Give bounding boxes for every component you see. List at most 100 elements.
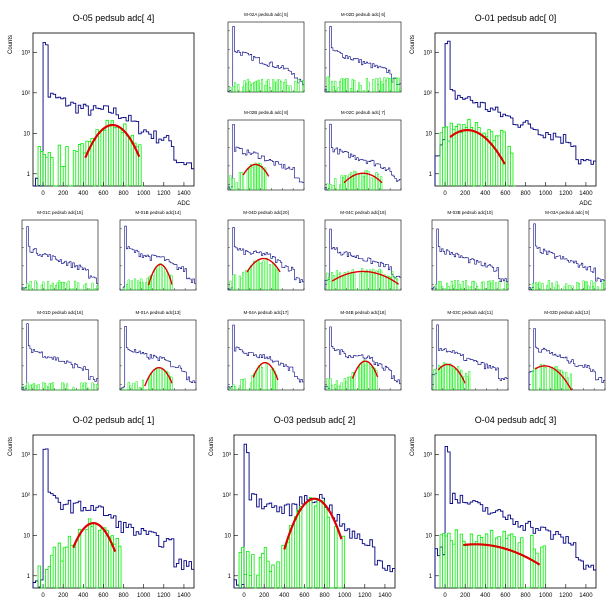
total-histogram xyxy=(528,223,605,290)
x-tick-label: 400 xyxy=(78,191,89,197)
total-histogram xyxy=(227,324,304,390)
x-tick-label: 1200 xyxy=(559,191,573,197)
x-tick-label: 200 xyxy=(259,593,270,599)
panel-o-05: O-05 pedsub adc[ 4] 0 200 400 600 800 1000 1200… xyxy=(8,13,195,207)
total-histogram xyxy=(324,228,401,290)
gaussian-fit-curve xyxy=(343,172,383,184)
panel-m-02a: M-02A pedsub adc[ 5] xyxy=(227,12,305,93)
panel-title: M-02C pedsub adc[ 7] xyxy=(341,110,385,115)
selected-histogram xyxy=(37,518,124,589)
x-tick-label: 400 xyxy=(480,191,491,197)
y-tick-label: 1 xyxy=(27,172,31,178)
panel-m-01a: M-01A pedsub adc[13] xyxy=(119,310,197,391)
selected-histogram xyxy=(433,362,471,391)
x-tick-label: 400 xyxy=(78,593,89,599)
x-tick-label: 800 xyxy=(119,191,130,197)
panel-title: M-03A pedsub adc[ 9] xyxy=(545,210,589,215)
panel-m-03b: M-03B pedsub adc[10] xyxy=(431,210,509,291)
gaussian-fit-curve xyxy=(449,129,506,165)
x-tick-label: 1000 xyxy=(539,191,553,197)
x-tick-label: 800 xyxy=(119,593,130,599)
panel-m-04d: M-04D pedsub adc[20] xyxy=(227,210,305,291)
panel-m-03c: M-03C pedsub adc[11] xyxy=(431,310,509,391)
panel-title: O-05 pedsub adc[ 4] xyxy=(73,13,155,23)
x-axis-label: ADC xyxy=(579,201,592,207)
x-tick-label: 1000 xyxy=(539,593,553,599)
y-axis-label: Counts xyxy=(8,35,14,54)
panel-o-03: O-03 pedsub adc[ 2] 0 200 400 600 800 1000 1200… xyxy=(209,415,396,599)
plot-frame xyxy=(324,21,402,93)
total-histogram xyxy=(434,40,596,186)
y-tick-label: 10² xyxy=(21,493,30,499)
selected-histogram xyxy=(229,78,305,93)
y-tick-label: 1 xyxy=(228,574,232,580)
y-tick-label: 10³ xyxy=(222,452,231,458)
x-tick-label: 800 xyxy=(521,593,532,599)
y-axis-label: Counts xyxy=(410,35,416,54)
gaussian-fit-curve xyxy=(437,363,466,384)
selected-histogram xyxy=(23,280,99,291)
y-tick-label: 10³ xyxy=(21,452,30,458)
x-tick-label: 0 xyxy=(443,593,447,599)
total-histogram xyxy=(324,326,401,390)
total-histogram xyxy=(119,325,196,390)
gaussian-fit-curve xyxy=(463,543,541,566)
panel-title: O-02 pedsub adc[ 1] xyxy=(73,415,155,425)
panel-title: M-02A pedsub adc[ 5] xyxy=(244,12,288,17)
x-tick-label: 1200 xyxy=(358,593,372,599)
x-tick-label: 1400 xyxy=(177,593,191,599)
panel-m-02b: M-02B pedsub adc[ 8] xyxy=(227,110,305,191)
x-tick-label: 600 xyxy=(500,593,511,599)
plot-frame xyxy=(528,219,606,291)
total-histogram xyxy=(227,227,304,291)
y-tick-label: 10² xyxy=(423,91,432,97)
panel-o-04: O-04 pedsub adc[ 3] 0 200 400 600 800 1000 1200… xyxy=(410,415,597,599)
total-histogram xyxy=(324,123,401,191)
x-tick-label: 1400 xyxy=(579,191,593,197)
panel-title: M-03B pedsub adc[10] xyxy=(447,210,492,215)
panel-title: M-01D pedsub adc[16] xyxy=(37,310,83,315)
panel-title: O-03 pedsub adc[ 2] xyxy=(274,415,356,425)
x-tick-label: 0 xyxy=(443,191,447,197)
x-tick-label: 1200 xyxy=(157,593,171,599)
total-histogram xyxy=(324,26,401,93)
total-histogram xyxy=(227,123,304,190)
gaussian-fit-curve xyxy=(84,123,141,159)
total-histogram xyxy=(33,42,194,187)
y-tick-label: 10² xyxy=(222,493,231,499)
panel-m-04a: M-04A pedsub adc[17] xyxy=(227,310,305,391)
x-tick-label: 800 xyxy=(320,593,331,599)
panel-title: M-01A pedsub adc[13] xyxy=(135,310,180,315)
x-tick-label: 1000 xyxy=(137,191,151,197)
x-tick-label: 800 xyxy=(521,191,532,197)
gaussian-fit-curve xyxy=(331,270,400,285)
gaussian-fit-curve xyxy=(534,365,573,391)
x-tick-label: 1400 xyxy=(177,191,191,197)
x-axis-label: ADC xyxy=(177,201,190,207)
panel-o-01: O-01 pedsub adc[ 0] 0 200 400 600 800 1000 1200… xyxy=(410,13,597,207)
y-tick-label: 10 xyxy=(224,533,231,539)
plot-frame xyxy=(21,319,99,391)
x-tick-label: 200 xyxy=(460,593,471,599)
panel-title: M-02D pedsub adc[ 6] xyxy=(341,12,385,17)
panel-m-01c: M-01C pedsub adc[15] xyxy=(21,210,99,291)
total-histogram xyxy=(21,323,98,391)
y-tick-label: 10 xyxy=(425,533,432,539)
x-tick-label: 200 xyxy=(58,593,69,599)
selected-histogram xyxy=(326,76,402,93)
x-tick-label: 600 xyxy=(98,593,109,599)
y-tick-label: 10³ xyxy=(423,452,432,458)
panel-title: M-02B pedsub adc[ 8] xyxy=(244,110,288,115)
x-tick-label: 600 xyxy=(299,593,310,599)
x-tick-label: 600 xyxy=(98,191,109,197)
gaussian-fit-curve xyxy=(72,522,117,553)
x-tick-label: 1200 xyxy=(157,191,171,197)
panel-title: M-03D pedsub adc[12] xyxy=(544,310,590,315)
selected-histogram xyxy=(37,119,144,187)
y-axis-label: Counts xyxy=(8,437,14,456)
total-histogram xyxy=(119,225,196,291)
panel-m-04b: M-04B pedsub adc[18] xyxy=(324,310,402,391)
panel-title: M-01B pedsub adc[14] xyxy=(135,210,180,215)
selected-histogram xyxy=(530,280,606,291)
